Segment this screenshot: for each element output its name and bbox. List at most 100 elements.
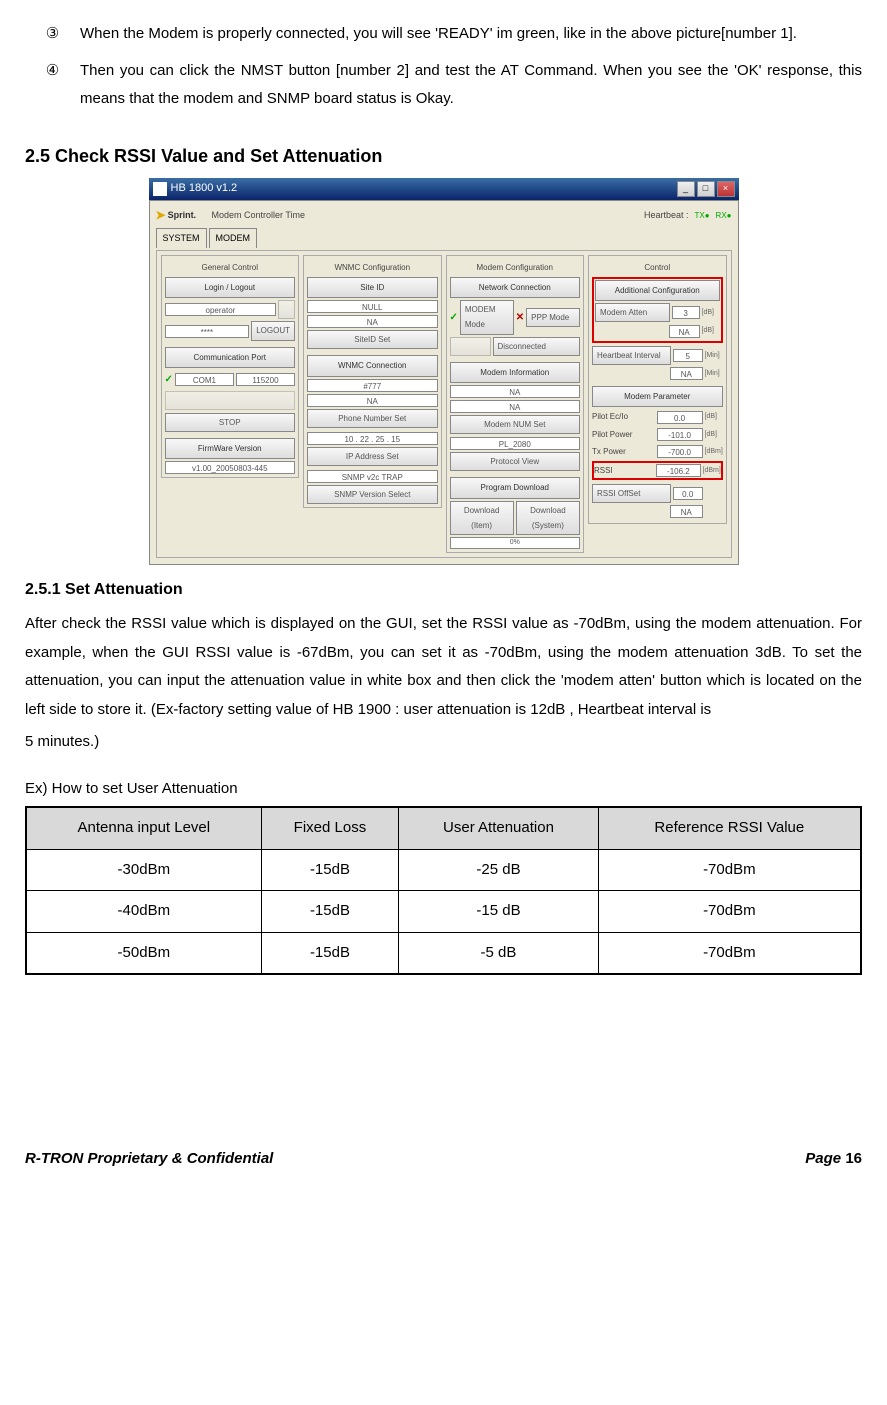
sub-heading: 2.5.1 Set Attenuation — [25, 575, 862, 605]
firmware-value: v1.00_20050803-445 — [165, 461, 296, 474]
minimize-button[interactable]: _ — [677, 181, 695, 197]
modem-mode-button[interactable]: MODEM Mode — [460, 300, 514, 334]
sprint-logo: ➤Sprint. — [156, 208, 206, 222]
section-heading: 2.5 Check RSSI Value and Set Attenuation — [25, 139, 862, 173]
rssi-label: RSSI — [594, 463, 654, 478]
col-general: General Control Login / Logout operator … — [161, 255, 300, 553]
ppp-mode-button[interactable]: PPP Mode — [526, 308, 580, 327]
pilot-power-value: -101.0 — [657, 428, 703, 441]
phone-na: NA — [307, 394, 438, 407]
table-header: Fixed Loss — [261, 807, 399, 849]
x-icon: ✕ — [516, 308, 524, 327]
logout-button[interactable]: LOGOUT — [251, 321, 295, 340]
info-na2: NA — [450, 400, 581, 413]
table-cell: -70dBm — [598, 891, 861, 933]
maximize-button[interactable]: □ — [697, 181, 715, 197]
col-wnmc: WNMC Configuration Site ID NULL NA SiteI… — [303, 255, 442, 553]
wnmc-conn-header: WNMC Connection — [307, 355, 438, 376]
protocol-view-button[interactable]: Protocol View — [450, 452, 581, 471]
na-field: NA — [307, 315, 438, 328]
rssi-value: -106.2 — [656, 464, 700, 477]
bullet-marker: ④ — [25, 57, 80, 114]
offset-na: NA — [670, 505, 702, 518]
heartbeat-button[interactable]: Heartbeat Interval — [592, 346, 671, 365]
pilot-ecio-value: 0.0 — [657, 411, 703, 424]
additional-config-header: Additional Configuration — [595, 280, 720, 301]
snmp-dropdown[interactable]: SNMP v2c TRAP — [307, 470, 438, 483]
window-icon — [153, 182, 167, 196]
tab-system[interactable]: SYSTEM — [156, 228, 207, 248]
rssi-unit: [dBm] — [703, 464, 721, 477]
col-control: Control Additional Configuration Modem A… — [588, 255, 727, 553]
pilot-power-label: Pilot Power — [592, 427, 655, 442]
check-icon: ✓ — [450, 308, 458, 327]
ip-set-button[interactable]: IP Address Set — [307, 447, 438, 466]
download-item-button[interactable]: Download (Item) — [450, 501, 514, 535]
offset-value-input[interactable]: 0.0 — [673, 487, 703, 500]
disconnected-button[interactable]: Disconnected — [493, 337, 581, 356]
bullet-marker: ③ — [25, 20, 80, 49]
blank-button — [278, 300, 295, 319]
highlight-additional-config: Additional Configuration Modem Atten 3 [… — [592, 277, 723, 343]
heartbeat-label: Heartbeat : — [644, 207, 689, 224]
pilot-power-unit: [dB] — [705, 428, 723, 441]
table-cell: -40dBm — [26, 891, 261, 933]
siteid-set-button[interactable]: SiteID Set — [307, 330, 438, 349]
phone-field[interactable]: #777 — [307, 379, 438, 392]
page-footer: R-TRON Proprietary & Confidential Page 1… — [25, 1145, 862, 1174]
highlight-rssi: RSSI -106.2 [dBm] — [592, 461, 723, 480]
phone-set-button[interactable]: Phone Number Set — [307, 409, 438, 428]
table-cell: -30dBm — [26, 849, 261, 891]
hb-value-input[interactable]: 5 — [673, 349, 703, 362]
atten-value-input[interactable]: 3 — [672, 306, 700, 319]
download-header: Program Download — [450, 477, 581, 498]
table-cell: -70dBm — [598, 849, 861, 891]
table-header: Reference RSSI Value — [598, 807, 861, 849]
operator-field[interactable]: operator — [165, 303, 277, 316]
siteid-header: Site ID — [307, 277, 438, 298]
info-na1: NA — [450, 385, 581, 398]
ip-field[interactable]: 10 . 22 . 25 . 15 — [307, 432, 438, 445]
header-text: Modem Controller Time — [212, 207, 306, 224]
window-title: HB 1800 v1.2 — [171, 178, 238, 199]
download-system-button[interactable]: Download (System) — [516, 501, 580, 535]
progress-bar: 0% — [450, 537, 581, 549]
password-field[interactable]: **** — [165, 325, 250, 338]
tx-indicator: TX● — [694, 208, 709, 223]
table-row: -50dBm -15dB -5 dB -70dBm — [26, 932, 861, 974]
atten-unit: [dB] — [702, 306, 720, 319]
comm-header: Communication Port — [165, 347, 296, 368]
tx-power-unit: [dBm] — [705, 445, 723, 458]
body-paragraph: After check the RSSI value which is disp… — [25, 610, 862, 724]
table-cell: -15dB — [261, 932, 399, 974]
blank-button2 — [165, 391, 296, 410]
table-cell: -15dB — [261, 849, 399, 891]
hb-unit: [Min] — [705, 349, 723, 362]
stop-button[interactable]: STOP — [165, 413, 296, 432]
close-button[interactable]: × — [717, 181, 735, 197]
table-row: -40dBm -15dB -15 dB -70dBm — [26, 891, 861, 933]
snmp-select-button[interactable]: SNMP Version Select — [307, 485, 438, 504]
tx-power-value: -700.0 — [657, 445, 703, 458]
bullet-item-1: ③ When the Modem is properly connected, … — [25, 20, 862, 49]
footer-page-label: Page — [805, 1150, 845, 1167]
pilot-ecio-label: Pilot Ec/Io — [592, 409, 655, 424]
table-cell: -5 dB — [399, 932, 598, 974]
table-header-row: Antenna input Level Fixed Loss User Atte… — [26, 807, 861, 849]
firmware-header: FirmWare Version — [165, 438, 296, 459]
footer-left: R-TRON Proprietary & Confidential — [25, 1145, 273, 1174]
hb-na: NA — [670, 367, 702, 380]
table-cell: -15 dB — [399, 891, 598, 933]
group-control-title: Control — [641, 260, 673, 275]
rssi-offset-button[interactable]: RSSI OffSet — [592, 484, 671, 503]
bullet-item-2: ④ Then you can click the NMST button [nu… — [25, 57, 862, 114]
modem-num-button[interactable]: Modem NUM Set — [450, 415, 581, 434]
window-titlebar: HB 1800 v1.2 _ □ × — [149, 178, 739, 200]
modem-atten-button[interactable]: Modem Atten — [595, 303, 670, 322]
com-port-select[interactable]: COM1 — [175, 373, 234, 386]
tab-modem[interactable]: MODEM — [209, 228, 258, 248]
app-header: ➤Sprint. Modem Controller Time Heartbeat… — [156, 207, 732, 224]
check-icon: ✓ — [165, 370, 173, 389]
footer-page-number: 16 — [845, 1150, 862, 1167]
baud-select[interactable]: 115200 — [236, 373, 295, 386]
